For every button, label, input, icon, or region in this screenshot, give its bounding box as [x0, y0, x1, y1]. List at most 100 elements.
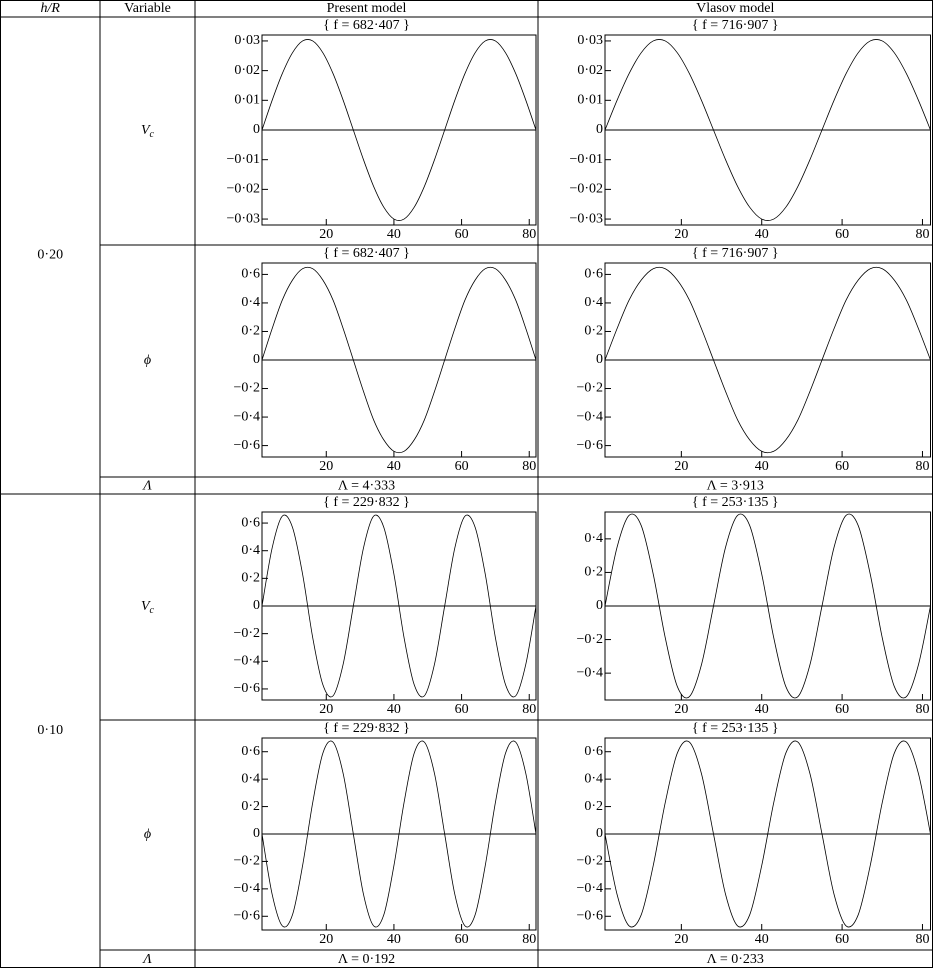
- variable-subscript: c: [150, 129, 155, 140]
- x-tick-label: 60: [835, 932, 849, 947]
- y-tick-label: 0·6: [241, 744, 260, 759]
- x-tick-label: 80: [915, 932, 929, 947]
- y-tick-label: −0·6: [576, 909, 603, 924]
- y-tick-label: −0·4: [576, 881, 603, 896]
- x-tick-label: 20: [319, 227, 333, 242]
- x-tick-label: 20: [319, 932, 333, 947]
- chart-title: { f = 682·407 }: [323, 18, 410, 33]
- x-tick-label: 20: [319, 459, 333, 474]
- mode-curve: [261, 39, 537, 221]
- column-header: h/R: [41, 1, 61, 16]
- y-tick-label: −0·4: [233, 881, 260, 896]
- y-tick-label: 0·2: [241, 571, 260, 586]
- x-tick-label: 40: [755, 932, 769, 947]
- x-tick-label: 60: [835, 702, 849, 717]
- x-tick-label: 40: [387, 702, 401, 717]
- lambda-symbol: Λ: [141, 479, 152, 494]
- y-tick-label: 0·4: [584, 771, 603, 786]
- y-tick-label: 0·2: [584, 799, 603, 814]
- y-tick-label: −0·2: [233, 381, 260, 396]
- chart-title: { f = 716·907 }: [692, 18, 779, 33]
- y-tick-label: −0·4: [233, 654, 260, 669]
- y-tick-label: 0: [596, 122, 603, 137]
- variable: Vc: [141, 599, 155, 616]
- mode-curve: [261, 740, 537, 928]
- chart-title: { f = 716·907 }: [692, 246, 779, 261]
- x-tick-label: 80: [915, 459, 929, 474]
- y-tick-label: 0·4: [584, 295, 603, 310]
- x-tick-label: 40: [387, 227, 401, 242]
- y-tick-label: 0·02: [234, 63, 260, 78]
- y-tick-label: 0·2: [241, 799, 260, 814]
- y-tick-label: 0·4: [241, 771, 260, 786]
- variable-symbol: ϕ: [144, 827, 151, 842]
- mode-curve: [604, 740, 931, 928]
- x-tick-label: 20: [674, 459, 688, 474]
- x-tick-label: 20: [674, 932, 688, 947]
- lambda-symbol: Λ: [141, 952, 152, 967]
- y-tick-label: 0·02: [577, 63, 603, 78]
- y-tick-label: −0·02: [569, 182, 603, 197]
- variable: Vc: [141, 123, 155, 140]
- y-tick-label: 0: [253, 826, 260, 841]
- column-header: Vlasov model: [696, 1, 774, 16]
- y-tick-label: 0: [596, 826, 603, 841]
- y-tick-label: 0·2: [241, 324, 260, 339]
- x-tick-label: 80: [522, 227, 536, 242]
- y-tick-label: −0·2: [233, 626, 260, 641]
- mode-curve: [261, 514, 537, 698]
- x-tick-label: 60: [835, 459, 849, 474]
- x-tick-label: 60: [455, 459, 469, 474]
- y-tick-label: −0·02: [226, 182, 260, 197]
- y-tick-label: 0·4: [241, 295, 260, 310]
- y-tick-label: 0·4: [241, 543, 260, 558]
- y-tick-label: −0·6: [233, 681, 260, 696]
- x-tick-label: 80: [522, 702, 536, 717]
- variable: ϕ: [144, 827, 151, 842]
- x-tick-label: 40: [755, 227, 769, 242]
- lambda-present: Λ = 0·192: [338, 952, 395, 967]
- y-tick-label: −0·03: [569, 211, 603, 226]
- x-tick-label: 60: [455, 932, 469, 947]
- x-tick-label: 80: [522, 459, 536, 474]
- y-tick-label: 0·6: [584, 267, 603, 282]
- x-tick-label: 60: [455, 702, 469, 717]
- y-tick-label: 0: [596, 598, 603, 613]
- mode-curve: [604, 513, 931, 699]
- y-tick-label: 0·03: [577, 33, 603, 48]
- x-tick-label: 40: [755, 459, 769, 474]
- y-tick-label: −0·6: [233, 438, 260, 453]
- variable-subscript: c: [150, 605, 155, 616]
- y-tick-label: 0·2: [584, 565, 603, 580]
- y-tick-label: −0·6: [576, 438, 603, 453]
- x-tick-label: 20: [319, 702, 333, 717]
- y-tick-label: −0·2: [233, 854, 260, 869]
- y-tick-label: 0·6: [584, 744, 603, 759]
- y-tick-label: −0·4: [576, 665, 603, 680]
- column-header: Present model: [327, 1, 407, 16]
- x-tick-label: 60: [835, 227, 849, 242]
- y-tick-label: −0·2: [576, 381, 603, 396]
- y-tick-label: 0·2: [584, 324, 603, 339]
- variable: ϕ: [144, 353, 151, 368]
- variable-symbol: V: [141, 123, 151, 138]
- mode-curve: [261, 266, 537, 454]
- y-tick-label: −0·4: [233, 409, 260, 424]
- y-tick-label: −0·03: [226, 211, 260, 226]
- y-tick-label: 0·6: [241, 267, 260, 282]
- chart-title: { f = 253·135 }: [692, 495, 779, 510]
- x-tick-label: 60: [455, 227, 469, 242]
- h-ratio: 0·10: [37, 723, 63, 738]
- x-tick-label: 40: [387, 932, 401, 947]
- y-tick-label: −0·4: [576, 409, 603, 424]
- chart-title: { f = 229·832 }: [323, 495, 410, 510]
- chart-title: { f = 682·407 }: [323, 246, 410, 261]
- x-tick-label: 80: [915, 227, 929, 242]
- y-tick-label: −0·2: [576, 854, 603, 869]
- y-tick-label: 0: [253, 122, 260, 137]
- y-tick-label: −0·2: [576, 632, 603, 647]
- y-tick-label: 0: [596, 352, 603, 367]
- chart-title: { f = 229·832 }: [323, 721, 410, 736]
- x-tick-label: 40: [755, 702, 769, 717]
- x-tick-label: 20: [674, 227, 688, 242]
